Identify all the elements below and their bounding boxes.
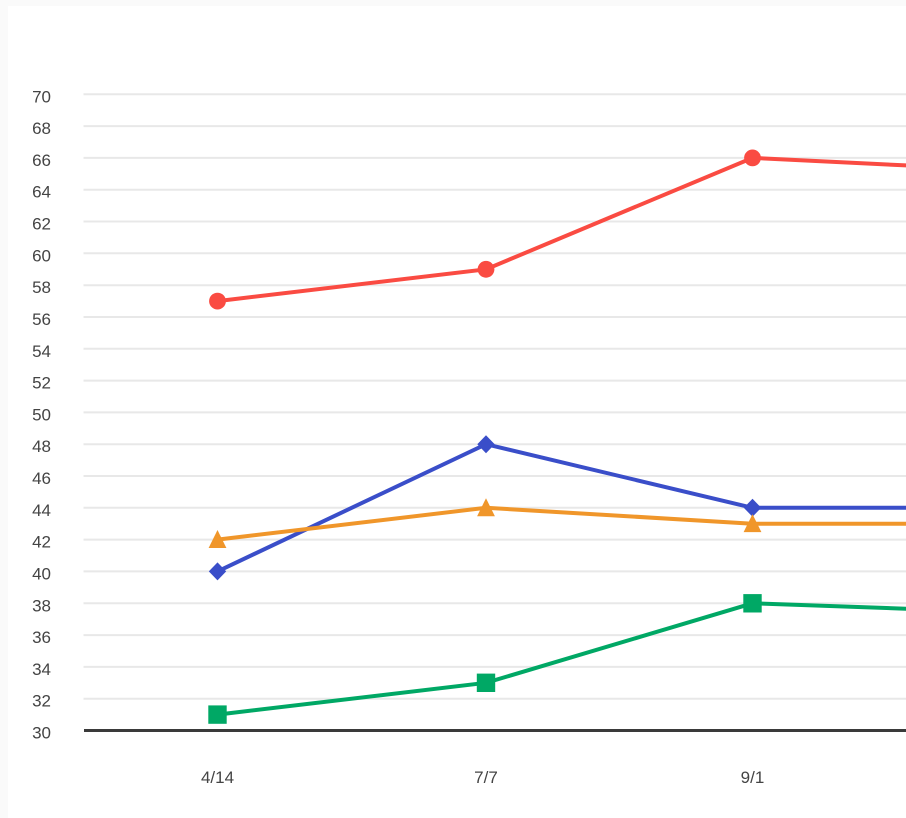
svg-text:32: 32 xyxy=(32,692,51,711)
svg-text:7/7: 7/7 xyxy=(474,768,498,787)
svg-text:42: 42 xyxy=(32,533,51,552)
svg-text:44: 44 xyxy=(32,501,51,520)
svg-text:48: 48 xyxy=(32,437,51,456)
svg-text:46: 46 xyxy=(32,469,51,488)
svg-text:36: 36 xyxy=(32,628,51,647)
svg-text:70: 70 xyxy=(32,87,51,106)
svg-text:66: 66 xyxy=(32,151,51,170)
svg-text:38: 38 xyxy=(32,596,51,615)
svg-text:60: 60 xyxy=(32,246,51,265)
svg-text:58: 58 xyxy=(32,278,51,297)
svg-text:40: 40 xyxy=(32,564,51,583)
svg-text:9/1: 9/1 xyxy=(741,768,765,787)
svg-text:34: 34 xyxy=(32,660,51,679)
svg-text:52: 52 xyxy=(32,374,51,393)
svg-text:68: 68 xyxy=(32,119,51,138)
svg-text:64: 64 xyxy=(32,183,51,202)
svg-text:54: 54 xyxy=(32,342,51,361)
svg-text:50: 50 xyxy=(32,405,51,424)
svg-text:56: 56 xyxy=(32,310,51,329)
svg-text:4/14: 4/14 xyxy=(201,768,234,787)
svg-text:30: 30 xyxy=(32,724,51,743)
svg-text:62: 62 xyxy=(32,215,51,234)
